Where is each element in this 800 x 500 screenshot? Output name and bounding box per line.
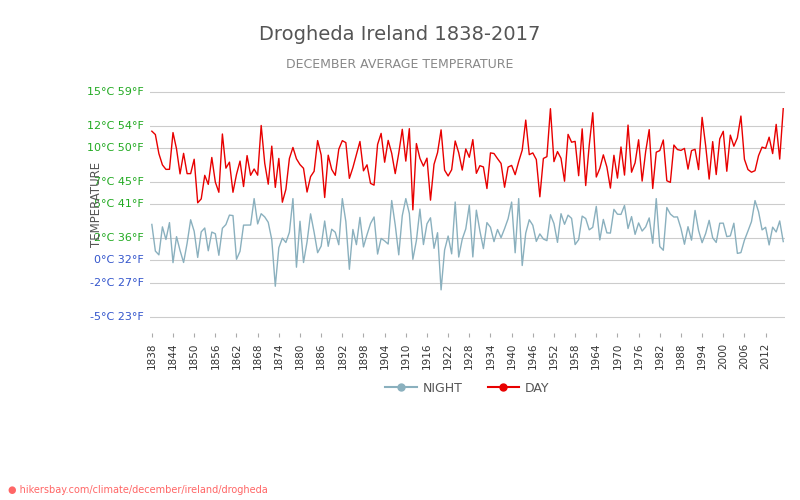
Legend: NIGHT, DAY: NIGHT, DAY bbox=[380, 376, 554, 400]
Text: 2°C 36°F: 2°C 36°F bbox=[94, 233, 144, 243]
Text: Drogheda Ireland 1838-2017: Drogheda Ireland 1838-2017 bbox=[259, 25, 541, 44]
Text: 10°C 50°F: 10°C 50°F bbox=[87, 143, 144, 153]
Text: 7°C 45°F: 7°C 45°F bbox=[94, 177, 144, 187]
Text: ● hikersbay.com/climate/december/ireland/drogheda: ● hikersbay.com/climate/december/ireland… bbox=[8, 485, 268, 495]
Text: 15°C 59°F: 15°C 59°F bbox=[87, 87, 144, 97]
Text: 5°C 41°F: 5°C 41°F bbox=[94, 199, 144, 209]
Text: DECEMBER AVERAGE TEMPERATURE: DECEMBER AVERAGE TEMPERATURE bbox=[286, 58, 514, 70]
Text: TEMPERATURE: TEMPERATURE bbox=[90, 162, 102, 247]
Text: -2°C 27°F: -2°C 27°F bbox=[90, 278, 144, 288]
Text: 0°C 32°F: 0°C 32°F bbox=[94, 256, 144, 266]
Text: 12°C 54°F: 12°C 54°F bbox=[87, 120, 144, 130]
Text: -5°C 23°F: -5°C 23°F bbox=[90, 312, 144, 322]
